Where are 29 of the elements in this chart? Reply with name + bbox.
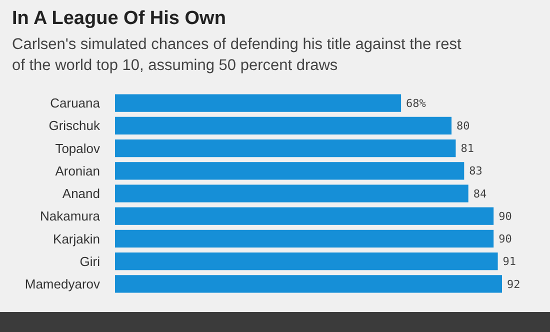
- bar: [115, 116, 452, 134]
- data-label: 81: [460, 142, 474, 156]
- y-tick-label: Caruana: [50, 96, 101, 111]
- bar: [115, 230, 494, 248]
- data-label: 92: [507, 278, 520, 291]
- bar: [115, 162, 464, 180]
- y-tick-label: Grischuk: [48, 118, 100, 134]
- bar: [115, 139, 456, 158]
- chart-subtitle: Carlsen's simulated chances of defending his title against the rest of the world top 10, assuming 50 percent draws: [12, 36, 462, 74]
- data-label: 90: [498, 210, 512, 223]
- data-label: 80: [456, 120, 470, 133]
- y-tick-label: Giri: [80, 254, 100, 269]
- data-label: 90: [498, 232, 512, 246]
- bar: [115, 94, 402, 112]
- bar: [115, 275, 502, 293]
- y-tick-label: Karjakin: [53, 231, 100, 246]
- data-label: 84: [473, 187, 487, 200]
- data-label: 83: [469, 164, 482, 178]
- data-label: 68%: [406, 96, 426, 110]
- bar: [115, 184, 468, 202]
- bar: [115, 252, 498, 270]
- y-tick-label: Nakamura: [40, 208, 101, 224]
- y-tick-label: Mamedyarov: [24, 276, 100, 292]
- y-tick-label: Aronian: [55, 163, 100, 178]
- y-tick-label: Anand: [62, 186, 100, 202]
- data-label: 91: [502, 255, 516, 268]
- bar: [115, 207, 494, 225]
- chart-title: In A League Of His Own: [12, 8, 226, 29]
- y-tick-label: Topalov: [55, 140, 100, 156]
